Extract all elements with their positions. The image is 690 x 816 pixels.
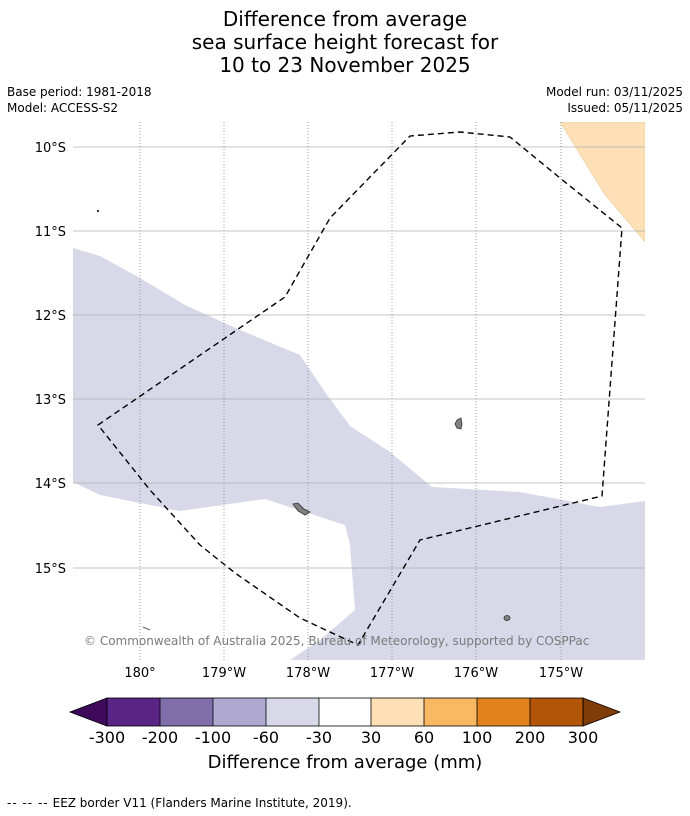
lon-label-175w: 175°W <box>539 666 583 681</box>
colorbar-bin-3 <box>213 698 266 726</box>
lat-label-11s: 11°S <box>35 225 66 240</box>
negative-anomaly-region <box>73 248 645 660</box>
lon-label-176w: 176°W <box>454 666 498 681</box>
colorbar-label-100: 100 <box>461 728 493 747</box>
island-wallis <box>292 502 311 516</box>
colorbar-label-minus-60: -60 <box>252 728 280 747</box>
colorbar-bin-5 <box>319 698 371 726</box>
island-reef-north <box>96 209 100 213</box>
map-area: © Commonwealth of Australia 2025, Bureau… <box>73 122 645 660</box>
colorbar-bin-6 <box>371 698 424 726</box>
base-period: Base period: 1981-2018 <box>7 85 152 99</box>
lat-label-15s: 15°S <box>35 562 66 577</box>
island-niuafoou <box>454 417 463 430</box>
colorbar-label-300: 300 <box>567 728 599 747</box>
colorbar-label-minus-30: -30 <box>305 728 333 747</box>
eez-border <box>96 131 623 646</box>
longitude-labels: 180° 179°W 178°W 177°W 176°W 175°W <box>124 666 583 681</box>
colorbar-label-30: 30 <box>360 728 382 747</box>
title-line-1: Difference from average <box>222 7 468 31</box>
latitude-labels: 10°S 11°S 12°S 13°S 14°S 15°S <box>35 141 66 577</box>
colorbar-bin-4 <box>266 698 319 726</box>
issued-date: Issued: 05/11/2025 <box>567 101 683 115</box>
colorbar-bin-2 <box>160 698 213 726</box>
lat-label-12s: 12°S <box>35 309 66 324</box>
island-futuna <box>503 615 511 621</box>
title-line-2: sea surface height forecast for <box>191 30 499 54</box>
lon-label-177w: 177°W <box>370 666 414 681</box>
colorbar-label-200: 200 <box>514 728 546 747</box>
footnote-text: EEZ border V11 (Flanders Marine Institut… <box>52 796 352 810</box>
eez-legend-line: -- -- -- <box>7 796 49 810</box>
colorbar-extend-low <box>68 697 108 727</box>
colorbar-label-minus-100: -100 <box>194 728 232 747</box>
colorbar-title: Difference from average (mm) <box>207 752 483 773</box>
colorbar-label-minus-200: -200 <box>141 728 179 747</box>
colorbar-bin-1 <box>107 698 160 726</box>
attribution: © Commonwealth of Australia 2025, Bureau… <box>84 634 589 648</box>
positive-anomaly-region <box>559 122 645 243</box>
colorbar-label-60: 60 <box>413 728 435 747</box>
latitude-gridlines <box>73 146 645 569</box>
model-name: Model: ACCESS-S2 <box>7 101 119 115</box>
lon-label-180: 180° <box>124 666 155 681</box>
model-run: Model run: 03/11/2025 <box>545 85 683 99</box>
colorbar-bin-9 <box>530 698 583 726</box>
colorbar <box>68 697 622 727</box>
footnote: -- -- -- EEZ border V11 (Flanders Marine … <box>7 796 352 810</box>
lat-label-14s: 14°S <box>35 477 66 492</box>
chart-title: Difference from average sea surface heig… <box>0 8 690 77</box>
meta-right: Model run: 03/11/2025 Issued: 05/11/2025 <box>546 84 683 116</box>
lon-label-178w: 178°W <box>286 666 330 681</box>
island-reef-southwest <box>142 626 151 631</box>
colorbar-bin-8 <box>477 698 530 726</box>
colorbar-label-minus-300: -300 <box>88 728 126 747</box>
lat-label-13s: 13°S <box>35 393 66 408</box>
islands <box>96 209 511 631</box>
title-line-3: 10 to 23 November 2025 <box>219 53 471 77</box>
lat-label-10s: 10°S <box>35 141 66 156</box>
lon-label-179w: 179°W <box>202 666 246 681</box>
colorbar-bin-7 <box>424 698 477 726</box>
colorbar-extend-high <box>582 697 622 727</box>
meta-left: Base period: 1981-2018 Model: ACCESS-S2 <box>7 84 152 116</box>
